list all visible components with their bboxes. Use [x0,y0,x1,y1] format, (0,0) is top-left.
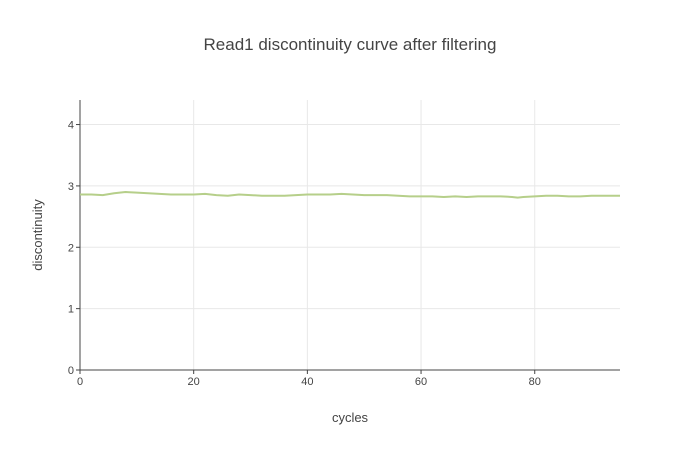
x-axis-title: cycles [332,410,369,425]
x-tick-label-20: 20 [188,376,200,388]
y-tick-label-3: 3 [68,181,74,193]
series-lines [80,191,620,199]
y-tick-label-0: 0 [68,365,74,377]
grid-lines [80,100,620,370]
x-tick-label-0: 0 [77,376,83,388]
x-tick-label-60: 60 [415,376,427,388]
y-tick-label-1: 1 [68,304,74,316]
y-tick-label-4: 4 [68,120,74,132]
y-axis-title: discontinuity [30,199,45,271]
series-line-0 [80,191,620,199]
tick-labels: 0 20 40 60 80 0 1 2 3 4 [68,120,541,388]
chart-title: Read1 discontinuity curve after filterin… [204,35,497,54]
x-tick-label-40: 40 [301,376,313,388]
axes [79,100,620,371]
x-tick-label-80: 80 [529,376,541,388]
y-tick-label-2: 2 [68,242,74,254]
